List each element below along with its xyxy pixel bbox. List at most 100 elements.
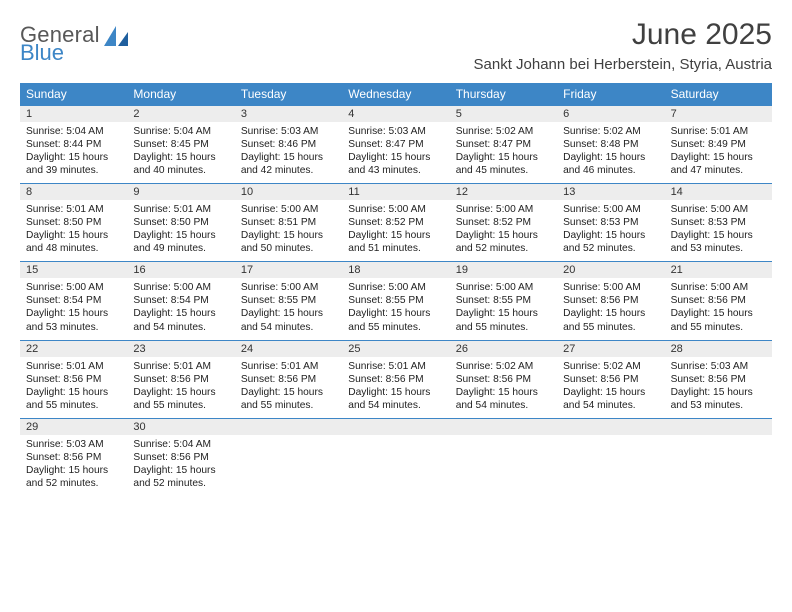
day-sr: Sunrise: 5:00 AM <box>133 281 228 294</box>
day-sr: Sunrise: 5:00 AM <box>348 203 443 216</box>
day-sr: Sunrise: 5:01 AM <box>241 360 336 373</box>
day-d1: Daylight: 15 hours <box>456 386 551 399</box>
day-detail: Sunrise: 5:02 AMSunset: 8:56 PMDaylight:… <box>557 357 664 418</box>
dow-saturday: Saturday <box>665 83 772 105</box>
week-detail-row: Sunrise: 5:01 AMSunset: 8:50 PMDaylight:… <box>20 200 772 261</box>
day-detail: Sunrise: 5:00 AMSunset: 8:56 PMDaylight:… <box>557 278 664 339</box>
day-ss: Sunset: 8:56 PM <box>133 451 228 464</box>
day-detail: Sunrise: 5:01 AMSunset: 8:56 PMDaylight:… <box>235 357 342 418</box>
day-d2: and 55 minutes. <box>563 321 658 334</box>
day-sr: Sunrise: 5:01 AM <box>348 360 443 373</box>
day-number: 6 <box>557 106 664 122</box>
day-number: 29 <box>20 419 127 435</box>
day-number: 8 <box>20 184 127 200</box>
day-ss: Sunset: 8:47 PM <box>456 138 551 151</box>
day-detail: Sunrise: 5:00 AMSunset: 8:52 PMDaylight:… <box>342 200 449 261</box>
day-sr: Sunrise: 5:02 AM <box>456 125 551 138</box>
day-detail: Sunrise: 5:01 AMSunset: 8:50 PMDaylight:… <box>127 200 234 261</box>
day-d1: Daylight: 15 hours <box>133 464 228 477</box>
day-number: 27 <box>557 341 664 357</box>
day-detail: Sunrise: 5:00 AMSunset: 8:51 PMDaylight:… <box>235 200 342 261</box>
day-detail: Sunrise: 5:01 AMSunset: 8:56 PMDaylight:… <box>342 357 449 418</box>
sail-icon <box>102 24 130 52</box>
day-ss: Sunset: 8:56 PM <box>456 373 551 386</box>
week-daynum-row: 891011121314 <box>20 184 772 200</box>
title-block: June 2025 Sankt Johann bei Herberstein, … <box>474 18 773 73</box>
day-detail: Sunrise: 5:03 AMSunset: 8:46 PMDaylight:… <box>235 122 342 183</box>
day-d1: Daylight: 15 hours <box>133 386 228 399</box>
day-ss: Sunset: 8:44 PM <box>26 138 121 151</box>
week-detail-row: Sunrise: 5:01 AMSunset: 8:56 PMDaylight:… <box>20 357 772 418</box>
day-number: 24 <box>235 341 342 357</box>
calendar-body: 1234567Sunrise: 5:04 AMSunset: 8:44 PMDa… <box>20 105 772 496</box>
day-number <box>557 419 664 435</box>
day-d2: and 54 minutes. <box>241 321 336 334</box>
month-title: June 2025 <box>474 18 773 52</box>
day-number <box>235 419 342 435</box>
day-d1: Daylight: 15 hours <box>563 151 658 164</box>
day-d2: and 43 minutes. <box>348 164 443 177</box>
week-detail-row: Sunrise: 5:04 AMSunset: 8:44 PMDaylight:… <box>20 122 772 183</box>
dow-friday: Friday <box>557 83 664 105</box>
day-detail: Sunrise: 5:00 AMSunset: 8:56 PMDaylight:… <box>665 278 772 339</box>
day-d1: Daylight: 15 hours <box>26 229 121 242</box>
day-sr: Sunrise: 5:00 AM <box>456 203 551 216</box>
day-ss: Sunset: 8:53 PM <box>671 216 766 229</box>
day-d1: Daylight: 15 hours <box>671 229 766 242</box>
dow-sunday: Sunday <box>20 83 127 105</box>
day-number: 13 <box>557 184 664 200</box>
day-d2: and 46 minutes. <box>563 164 658 177</box>
day-number: 19 <box>450 262 557 278</box>
location-subtitle: Sankt Johann bei Herberstein, Styria, Au… <box>474 56 773 73</box>
day-detail: Sunrise: 5:00 AMSunset: 8:52 PMDaylight:… <box>450 200 557 261</box>
day-ss: Sunset: 8:56 PM <box>671 294 766 307</box>
day-sr: Sunrise: 5:00 AM <box>241 281 336 294</box>
day-d1: Daylight: 15 hours <box>26 151 121 164</box>
day-ss: Sunset: 8:56 PM <box>26 373 121 386</box>
day-d1: Daylight: 15 hours <box>456 307 551 320</box>
day-d2: and 49 minutes. <box>133 242 228 255</box>
day-detail <box>235 435 342 496</box>
day-d2: and 52 minutes. <box>26 477 121 490</box>
day-ss: Sunset: 8:45 PM <box>133 138 228 151</box>
brand-logo: General Blue <box>20 18 130 64</box>
day-sr: Sunrise: 5:00 AM <box>26 281 121 294</box>
day-number: 22 <box>20 341 127 357</box>
day-sr: Sunrise: 5:03 AM <box>26 438 121 451</box>
day-sr: Sunrise: 5:03 AM <box>671 360 766 373</box>
day-ss: Sunset: 8:52 PM <box>348 216 443 229</box>
day-number: 20 <box>557 262 664 278</box>
day-d1: Daylight: 15 hours <box>563 229 658 242</box>
day-number: 23 <box>127 341 234 357</box>
day-ss: Sunset: 8:56 PM <box>563 373 658 386</box>
day-number: 7 <box>665 106 772 122</box>
day-ss: Sunset: 8:50 PM <box>133 216 228 229</box>
day-sr: Sunrise: 5:04 AM <box>133 438 228 451</box>
day-of-week-header: Sunday Monday Tuesday Wednesday Thursday… <box>20 83 772 105</box>
day-sr: Sunrise: 5:00 AM <box>348 281 443 294</box>
day-d1: Daylight: 15 hours <box>241 307 336 320</box>
day-detail: Sunrise: 5:04 AMSunset: 8:45 PMDaylight:… <box>127 122 234 183</box>
day-number: 3 <box>235 106 342 122</box>
day-d1: Daylight: 15 hours <box>671 151 766 164</box>
day-d1: Daylight: 15 hours <box>456 229 551 242</box>
day-sr: Sunrise: 5:02 AM <box>563 125 658 138</box>
day-sr: Sunrise: 5:00 AM <box>241 203 336 216</box>
day-d1: Daylight: 15 hours <box>671 307 766 320</box>
day-number: 21 <box>665 262 772 278</box>
day-ss: Sunset: 8:54 PM <box>133 294 228 307</box>
dow-tuesday: Tuesday <box>235 83 342 105</box>
day-ss: Sunset: 8:56 PM <box>348 373 443 386</box>
day-d1: Daylight: 15 hours <box>348 386 443 399</box>
day-d1: Daylight: 15 hours <box>348 151 443 164</box>
day-d2: and 55 minutes. <box>26 399 121 412</box>
day-d2: and 48 minutes. <box>26 242 121 255</box>
day-d1: Daylight: 15 hours <box>348 229 443 242</box>
day-d2: and 51 minutes. <box>348 242 443 255</box>
day-d1: Daylight: 15 hours <box>563 386 658 399</box>
day-ss: Sunset: 8:54 PM <box>26 294 121 307</box>
day-ss: Sunset: 8:56 PM <box>563 294 658 307</box>
day-number: 28 <box>665 341 772 357</box>
week-daynum-row: 1234567 <box>20 106 772 122</box>
day-d2: and 52 minutes. <box>456 242 551 255</box>
